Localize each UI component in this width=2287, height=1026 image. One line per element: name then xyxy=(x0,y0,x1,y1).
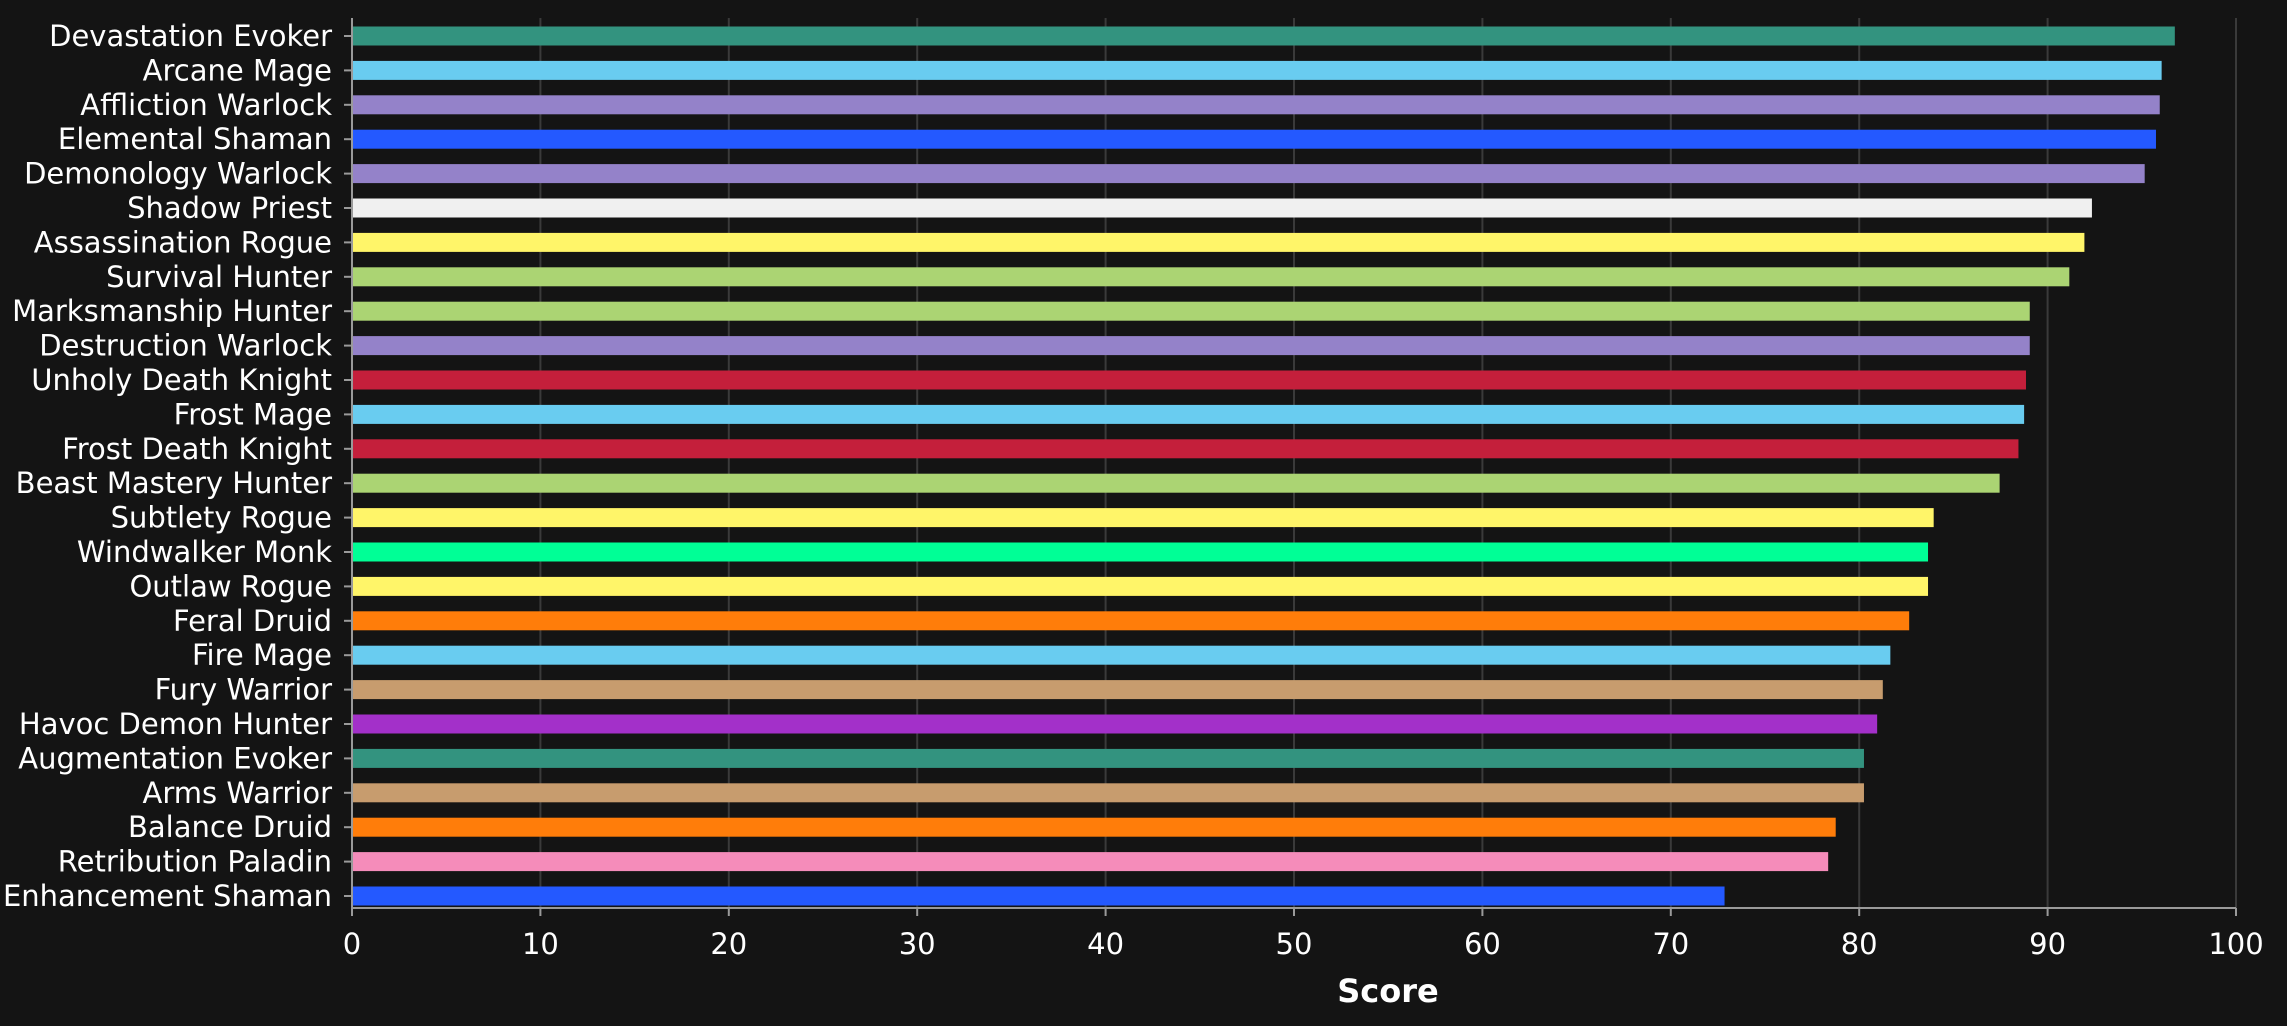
category-label: Assassination Rogue xyxy=(34,225,332,259)
x-tick-label: 0 xyxy=(343,927,361,961)
x-tick-label: 20 xyxy=(710,927,747,961)
category-label: Feral Druid xyxy=(173,604,332,638)
bar-outlaw-rogue xyxy=(353,576,1929,596)
bar-subtlety-rogue xyxy=(353,508,1934,528)
category-label: Demonology Warlock xyxy=(24,157,332,191)
category-label: Arms Warrior xyxy=(143,776,333,810)
bar-assassination-rogue xyxy=(353,232,2085,252)
bar-survival-hunter xyxy=(353,267,2070,287)
category-label: Subtlety Rogue xyxy=(111,501,332,535)
category-label: Affliction Warlock xyxy=(80,88,332,122)
category-label: Elemental Shaman xyxy=(58,122,332,156)
x-tick-label: 50 xyxy=(1276,927,1313,961)
category-label: Retribution Paladin xyxy=(58,845,332,879)
bar-feral-druid xyxy=(353,611,1910,631)
category-label: Frost Death Knight xyxy=(62,432,332,466)
bar-elemental-shaman xyxy=(353,129,2156,149)
bar-unholy-death-knight xyxy=(353,370,2026,390)
bar-destruction-warlock xyxy=(353,336,2030,356)
bar-fury-warrior xyxy=(353,680,1883,700)
category-label: Outlaw Rogue xyxy=(129,569,332,603)
category-label: Destruction Warlock xyxy=(39,329,332,363)
bar-frost-death-knight xyxy=(353,439,2019,459)
category-label: Fire Mage xyxy=(192,638,332,672)
bar-retribution-paladin xyxy=(353,852,1829,872)
x-tick-label: 60 xyxy=(1464,927,1501,961)
category-label: Marksmanship Hunter xyxy=(12,294,332,328)
axes xyxy=(344,18,2237,916)
x-tick-label: 100 xyxy=(2208,927,2263,961)
bar-enhancement-shaman xyxy=(353,886,1725,906)
bar-beast-mastery-hunter xyxy=(353,473,2000,493)
x-tick-label: 90 xyxy=(2029,927,2066,961)
bar-fire-mage xyxy=(353,645,1891,665)
category-label: Survival Hunter xyxy=(106,260,332,294)
bar-shadow-priest xyxy=(353,198,2092,218)
bar-augmentation-evoker xyxy=(353,748,1864,768)
x-axis-title: Score xyxy=(1337,972,1438,1010)
bar-frost-mage xyxy=(353,404,2025,424)
x-tick-label: 80 xyxy=(1841,927,1878,961)
bar-havoc-demon-hunter xyxy=(353,714,1878,734)
bar-affliction-warlock xyxy=(353,95,2160,115)
x-tick-label: 10 xyxy=(522,927,559,961)
category-label: Fury Warrior xyxy=(155,673,333,707)
category-label: Havoc Demon Hunter xyxy=(19,707,332,741)
category-label: Windwalker Monk xyxy=(77,535,332,569)
bar-devastation-evoker xyxy=(353,26,2175,46)
category-label: Balance Druid xyxy=(128,810,332,844)
x-tick-label: 30 xyxy=(899,927,936,961)
category-label: Shadow Priest xyxy=(127,191,332,225)
category-label: Beast Mastery Hunter xyxy=(16,466,332,500)
x-tick-labels: 0 10 20 30 40 50 60 70 80 90 100 xyxy=(343,927,2264,961)
bar-marksmanship-hunter xyxy=(353,301,2030,321)
x-tick-label: 70 xyxy=(1652,927,1689,961)
category-label: Frost Mage xyxy=(174,397,332,431)
category-label: Unholy Death Knight xyxy=(31,363,332,397)
bar-arms-warrior xyxy=(353,783,1864,803)
bar-balance-druid xyxy=(353,817,1836,837)
category-label: Devastation Evoker xyxy=(49,19,332,53)
category-label: Enhancement Shaman xyxy=(3,879,332,913)
bars xyxy=(353,26,2175,906)
category-label: Augmentation Evoker xyxy=(18,741,332,775)
category-label: Arcane Mage xyxy=(143,53,332,87)
bar-demonology-warlock xyxy=(353,164,2145,184)
bar-arcane-mage xyxy=(353,60,2162,80)
x-tick-label: 40 xyxy=(1087,927,1124,961)
bar-windwalker-monk xyxy=(353,542,1929,562)
